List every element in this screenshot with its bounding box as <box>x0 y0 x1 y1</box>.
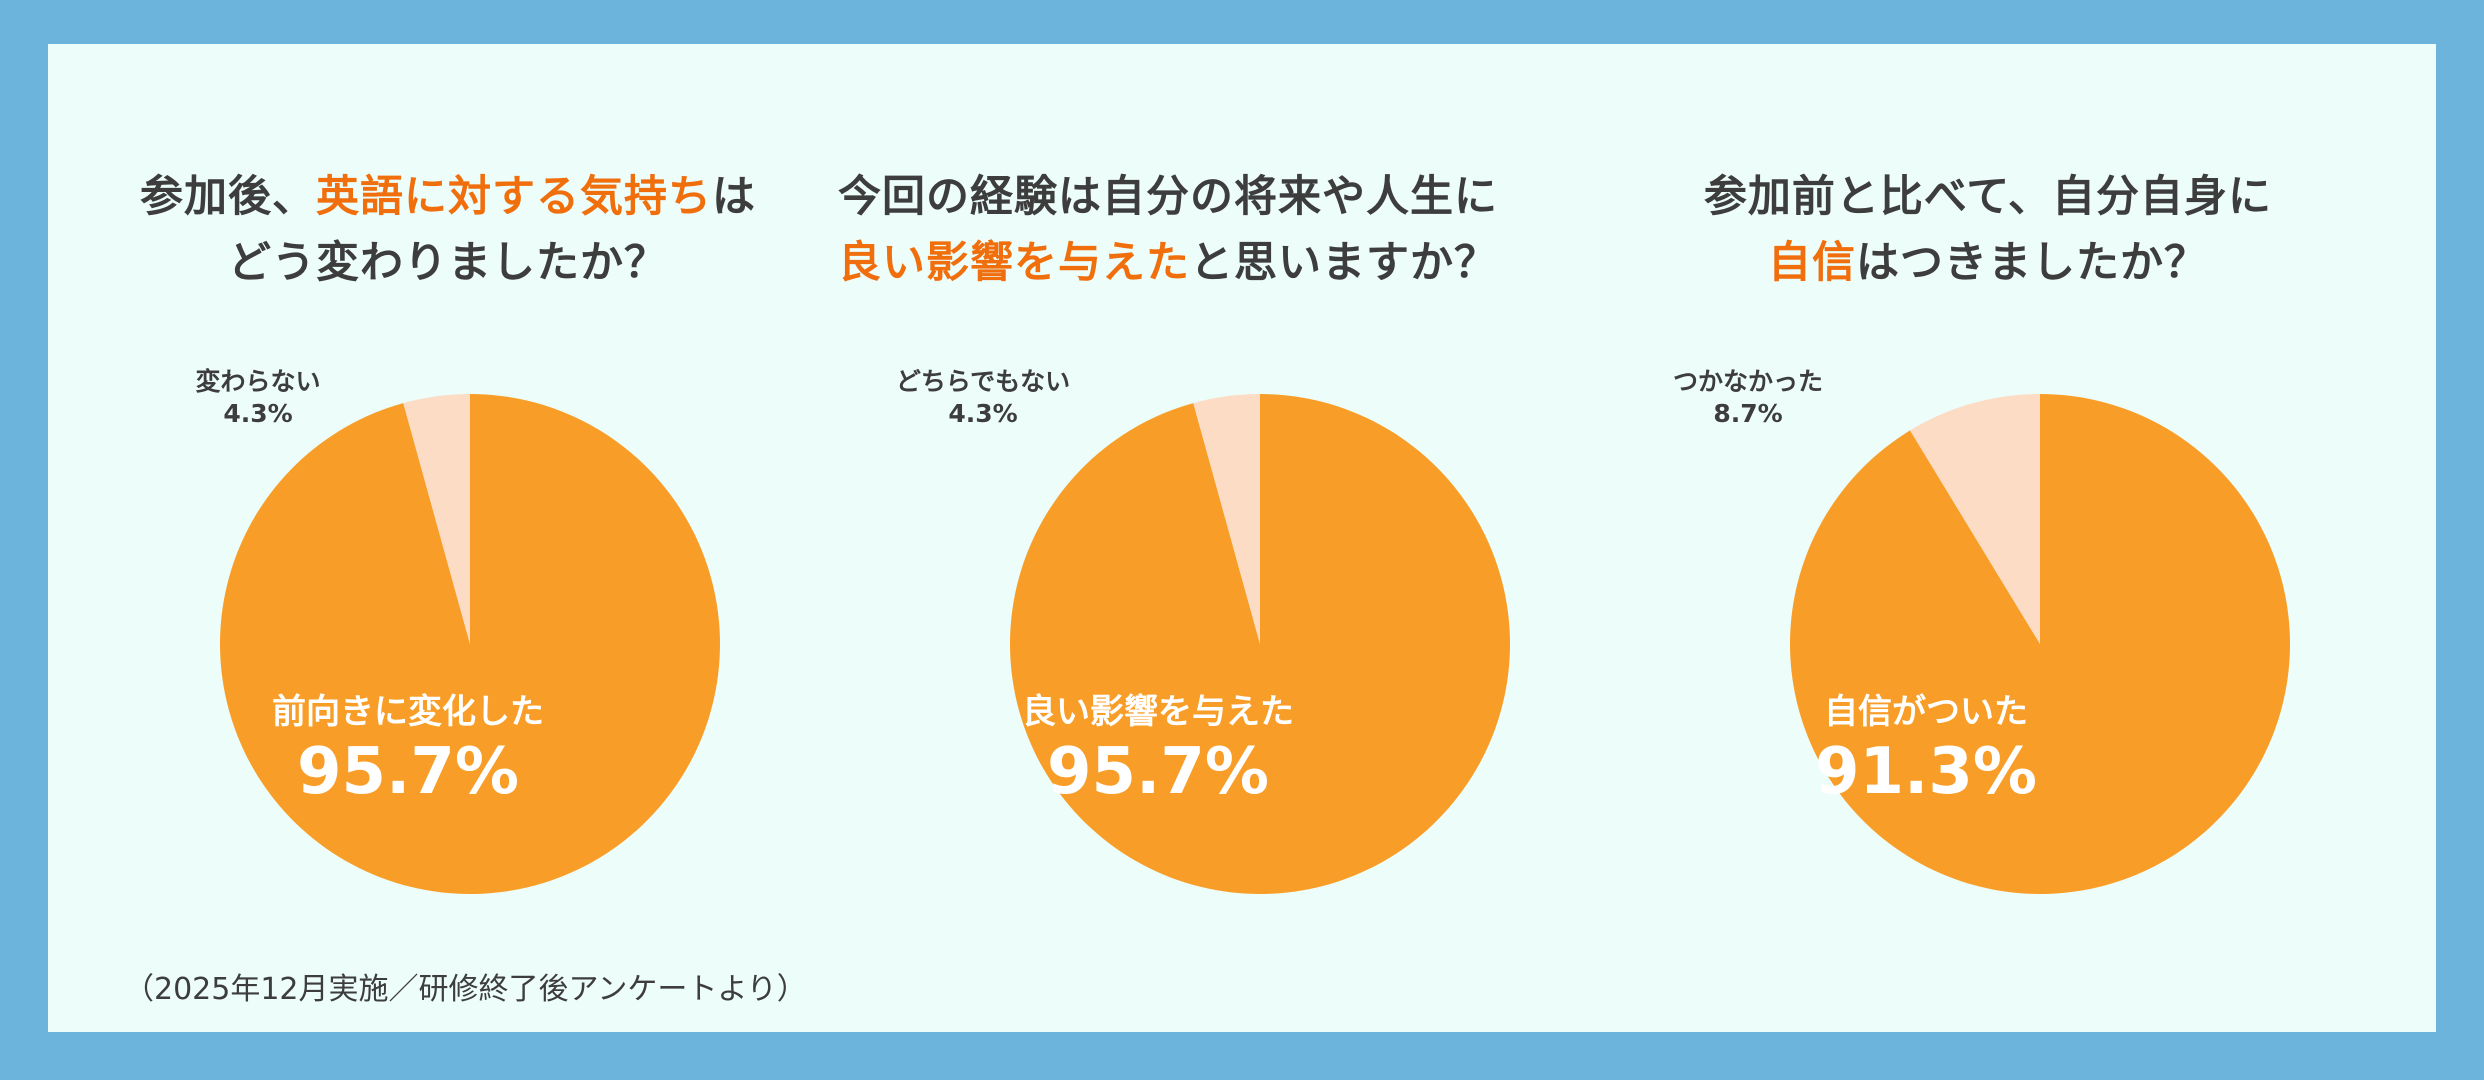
chart-title-line: 参加後、英語に対する気持ちは <box>48 164 848 230</box>
chart-title-highlight: 良い影響を与えた <box>838 238 1190 288</box>
chart-title-text: 今回の経験は自分の将来や人生に <box>838 172 1498 222</box>
major-slice-label: 自信がついた 91.3% <box>1746 690 2106 810</box>
minor-slice-value: 8.7% <box>1713 399 1783 428</box>
major-slice-value: 91.3% <box>1814 735 2038 809</box>
chart-title-text: はつきましたか？ <box>1856 238 2208 288</box>
pie-svg <box>1010 394 1510 894</box>
pie-slice-minor <box>1193 394 1260 644</box>
chart-title-line: どう変わりましたか？ <box>48 230 848 296</box>
survey-footnote: （2025年12月実施／研修終了後アンケートより） <box>124 972 807 1007</box>
chart-title-text: と思いますか？ <box>1190 238 1498 288</box>
major-slice-value: 95.7% <box>1046 735 1270 809</box>
pie-slice-minor <box>403 394 470 644</box>
minor-slice-label: 変わらない 4.3% <box>158 366 358 430</box>
minor-slice-category: 変わらない <box>195 367 321 396</box>
major-slice-value: 95.7% <box>296 735 520 809</box>
chart-title-highlight: 英語に対する気持ち <box>316 172 712 222</box>
pie-slice-major <box>220 394 721 894</box>
chart-title: 参加後、英語に対する気持ちは どう変わりましたか？ <box>48 164 848 296</box>
minor-slice-value: 4.3% <box>948 399 1018 428</box>
content-panel: 参加後、英語に対する気持ちは どう変わりましたか？ 変わらない 4.3% 前向きに… <box>48 44 2436 1032</box>
chart-title-line: 自信はつきましたか？ <box>1588 230 2388 296</box>
chart-title-text: 参加前と比べて、自分自身に <box>1703 172 2273 222</box>
minor-slice-label: つかなかった 8.7% <box>1648 366 1848 430</box>
chart-title-text: は <box>712 172 756 222</box>
chart-title-line: 参加前と比べて、自分自身に <box>1588 164 2388 230</box>
chart-title-line: 良い影響を与えたと思いますか？ <box>788 230 1548 296</box>
pie-chart-self-confidence: 参加前と比べて、自分自身に自信はつきましたか？ つかなかった 8.7% 自信がつ… <box>1588 44 2388 1032</box>
chart-title: 参加前と比べて、自分自身に自信はつきましたか？ <box>1588 164 2388 296</box>
major-slice-label: 良い影響を与えた 95.7% <box>978 690 1338 810</box>
minor-slice-category: つかなかった <box>1672 367 1823 396</box>
major-slice-label: 前向きに変化した 95.7% <box>228 690 588 810</box>
pie-svg <box>220 394 721 894</box>
chart-title-highlight: 自信 <box>1768 238 1856 288</box>
chart-title-line: 今回の経験は自分の将来や人生に <box>788 164 1548 230</box>
chart-title-text: 参加後、 <box>140 172 316 222</box>
minor-slice-category: どちらでもない <box>895 367 1071 396</box>
chart-title-text: どう変わりましたか？ <box>228 238 668 288</box>
major-slice-category: 良い影響を与えた <box>1022 692 1294 732</box>
pie-slice-minor <box>1910 394 2040 644</box>
pie-chart-future-impact: 今回の経験は自分の将来や人生に 良い影響を与えたと思いますか？ どちらでもない 4… <box>788 44 1548 1032</box>
major-slice-category: 自信がついた <box>1824 692 2028 732</box>
chart-title: 今回の経験は自分の将来や人生に 良い影響を与えたと思いますか？ <box>788 164 1548 296</box>
pie-svg <box>1790 394 2290 895</box>
minor-slice-value: 4.3% <box>223 399 293 428</box>
pie-chart-english-attitude: 参加後、英語に対する気持ちは どう変わりましたか？ 変わらない 4.3% 前向きに… <box>48 44 848 1032</box>
minor-slice-label: どちらでもない 4.3% <box>878 366 1088 430</box>
major-slice-category: 前向きに変化した <box>272 692 544 732</box>
